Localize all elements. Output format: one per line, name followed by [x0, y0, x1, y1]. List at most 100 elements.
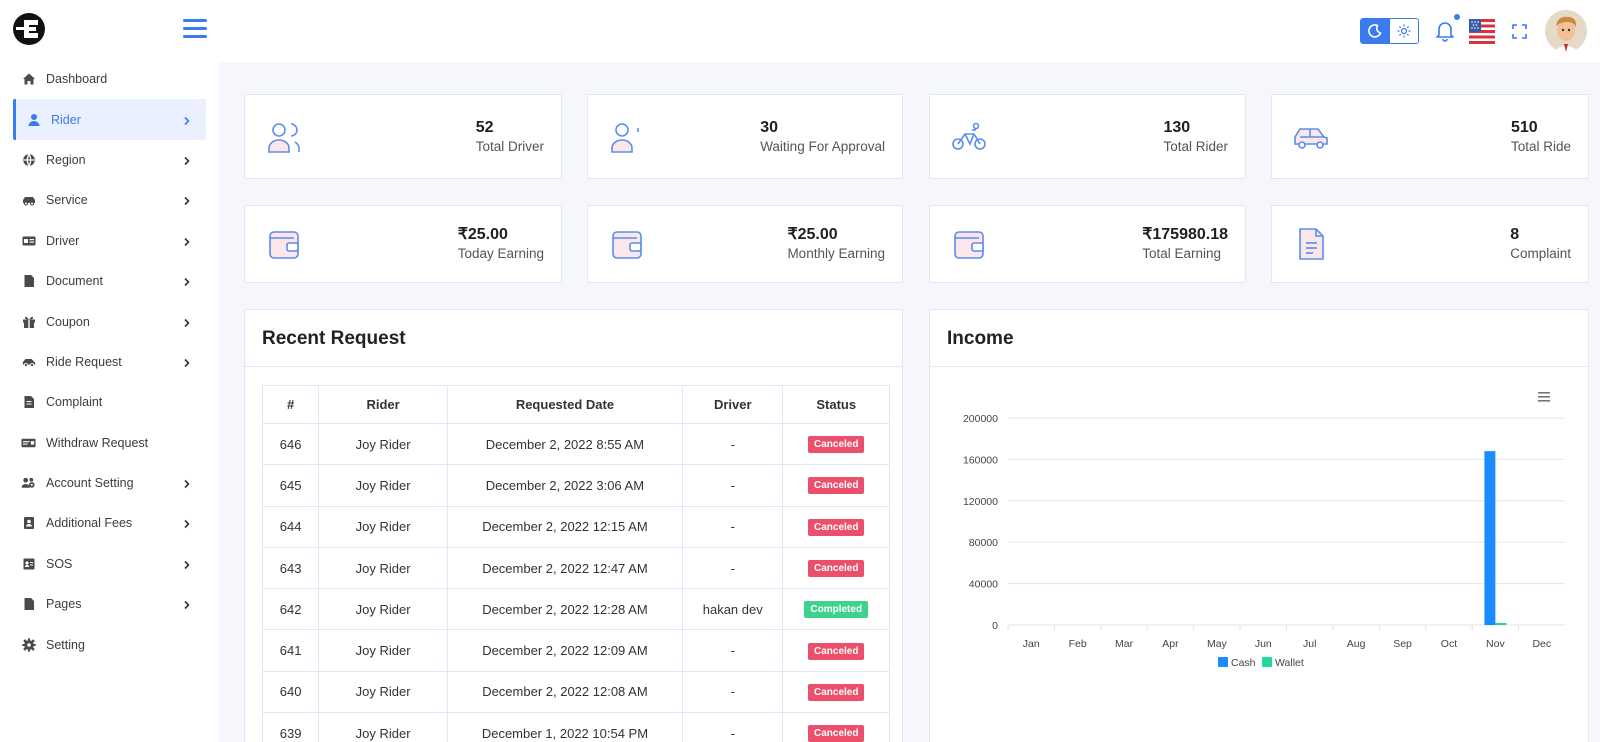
x-tick-label: Dec — [1532, 638, 1551, 650]
table-row[interactable]: 641 Joy Rider December 2, 2022 12:09 AM - Ca… — [261, 629, 890, 672]
sidebar-item-complaint[interactable]: Complaint — [13, 382, 206, 422]
moon-icon[interactable] — [1361, 19, 1390, 43]
cell-status: Canceled — [782, 670, 890, 714]
cell-date: December 2, 2022 12:09 AM — [446, 629, 684, 672]
legend-label[interactable]: Cash — [1231, 657, 1256, 669]
menu-toggle-icon[interactable] — [183, 19, 207, 39]
sidebar-item-label: Document — [46, 274, 103, 289]
cell-driver: - — [681, 546, 784, 590]
cell-driver: hakan dev — [681, 588, 784, 631]
stat-card-total-earning[interactable]: ₹175980.18 Total Earning — [929, 205, 1246, 283]
cell-id: 645 — [261, 464, 320, 507]
x-tick-label: Apr — [1162, 638, 1179, 650]
sidebar-item-region[interactable]: Region — [13, 140, 206, 180]
chevron-right-icon — [182, 195, 192, 206]
stat-card-monthly-earning[interactable]: ₹25.00 Monthly Earning — [587, 205, 903, 283]
user-icon — [26, 112, 41, 127]
cell-rider: Joy Rider — [318, 629, 448, 672]
stat-card-waiting-approval[interactable]: 30 Waiting For Approval — [587, 94, 903, 179]
cell-id: 643 — [261, 546, 320, 590]
notification-bell-icon[interactable] — [1435, 20, 1455, 42]
chevron-right-icon — [182, 478, 192, 489]
document-icon — [1292, 225, 1330, 263]
table-row[interactable]: 639 Joy Rider December 1, 2022 10:54 PM - Ca… — [261, 712, 890, 742]
stat-card-total-ride[interactable]: 510 Total Ride — [1271, 94, 1589, 179]
cell-driver: - — [681, 422, 784, 466]
table-row[interactable]: 646 Joy Rider December 2, 2022 8:55 AM - Can… — [261, 422, 890, 466]
address-book-icon — [21, 516, 36, 531]
pending-user-icon — [608, 118, 646, 156]
stat-value: 30 — [760, 118, 778, 136]
sidebar-item-withdraw-request[interactable]: Withdraw Request — [13, 423, 206, 463]
stat-value: 8 — [1510, 226, 1520, 243]
wallet-icon — [265, 225, 303, 263]
chevron-right-icon — [182, 155, 192, 166]
sidebar-item-label: SOS — [46, 556, 73, 571]
fullscreen-icon[interactable] — [1512, 24, 1527, 39]
chevron-right-icon — [182, 559, 192, 569]
sidebar-item-sos[interactable]: SOS — [13, 544, 206, 584]
chevron-right-icon — [182, 276, 192, 287]
sidebar-item-document[interactable]: Document — [13, 261, 206, 301]
legend-swatch — [1262, 657, 1272, 667]
stat-label: Waiting For Approval — [760, 138, 885, 154]
theme-toggle[interactable] — [1360, 18, 1419, 44]
y-tick-label: 160000 — [963, 454, 998, 466]
cell-driver: - — [681, 712, 784, 742]
y-tick-label: 0 — [992, 620, 998, 632]
cell-driver: - — [681, 464, 784, 507]
sidebar-item-coupon[interactable]: Coupon — [13, 301, 206, 341]
app-logo[interactable] — [12, 12, 46, 46]
cell-date: December 1, 2022 10:54 PM — [446, 712, 684, 742]
sidebar-item-service[interactable]: Service — [13, 180, 206, 220]
sidebar-item-rider[interactable]: Rider — [13, 99, 206, 140]
table-row[interactable]: 644 Joy Rider December 2, 2022 12:15 AM - Ca… — [261, 505, 890, 548]
stat-card-total-rider[interactable]: 130 Total Rider — [929, 94, 1246, 179]
status-badge: Canceled — [808, 436, 865, 454]
stat-card-today-earning[interactable]: ₹25.00 Today Earning — [244, 205, 562, 283]
sun-icon[interactable] — [1390, 19, 1419, 43]
legend-label[interactable]: Wallet — [1275, 657, 1304, 669]
panel-title: Income — [947, 328, 1014, 349]
chevron-right-icon — [182, 599, 192, 610]
x-tick-label: Jun — [1255, 638, 1272, 650]
table-row[interactable]: 640 Joy Rider December 2, 2022 12:08 AM - Ca… — [261, 670, 890, 714]
cell-date: December 2, 2022 12:08 AM — [446, 670, 684, 714]
file-icon — [21, 274, 36, 289]
sidebar-item-driver[interactable]: Driver — [13, 221, 206, 261]
file-icon — [21, 597, 36, 612]
table-row[interactable]: 643 Joy Rider December 2, 2022 12:47 AM - Ca… — [261, 546, 890, 590]
chart-menu-icon[interactable] — [1538, 396, 1550, 398]
sidebar-item-label: Setting — [46, 637, 85, 652]
gift-icon — [21, 314, 36, 329]
stat-value: 510 — [1510, 118, 1538, 136]
stat-card-total-driver[interactable]: 52 Total Driver — [244, 94, 562, 179]
sidebar-item-dashboard[interactable]: Dashboard — [13, 59, 206, 99]
cell-rider: Joy Rider — [318, 588, 448, 631]
sidebar-item-pages[interactable]: Pages — [13, 584, 206, 624]
stat-label: Total Ride — [1510, 138, 1571, 154]
x-tick-label: Nov — [1486, 638, 1505, 650]
sidebar-item-additional-fees[interactable]: Additional Fees — [13, 503, 206, 543]
user-avatar[interactable] — [1545, 10, 1587, 52]
sidebar-item-setting[interactable]: Setting — [13, 624, 206, 664]
id-card-icon — [21, 233, 36, 248]
table-row[interactable]: 645 Joy Rider December 2, 2022 3:06 AM - Can… — [261, 464, 890, 507]
stat-card-complaint[interactable]: 8 Complaint — [1271, 205, 1589, 283]
stat-label: Today Earning — [457, 246, 544, 261]
x-tick-label: Jul — [1303, 638, 1316, 650]
sidebar-item-label: Account Setting — [46, 476, 134, 491]
chart-menu-icon[interactable] — [1538, 400, 1550, 402]
sidebar-item-ride-request[interactable]: Ride Request — [13, 342, 206, 382]
table-row[interactable]: 642 Joy Rider December 2, 2022 12:28 AM hak… — [261, 588, 890, 631]
x-tick-label: Jan — [1023, 638, 1040, 650]
status-badge: Completed — [804, 601, 869, 619]
us-flag-icon[interactable] — [1469, 19, 1495, 44]
stat-label: Complaint — [1510, 246, 1571, 261]
chevron-right-icon — [182, 115, 192, 125]
bar-wallet[interactable] — [1495, 622, 1507, 625]
chart-menu-icon[interactable] — [1538, 392, 1550, 394]
bar-cash[interactable] — [1484, 451, 1496, 625]
wallet-icon — [950, 225, 988, 263]
sidebar-item-account-setting[interactable]: Account Setting — [13, 463, 206, 503]
